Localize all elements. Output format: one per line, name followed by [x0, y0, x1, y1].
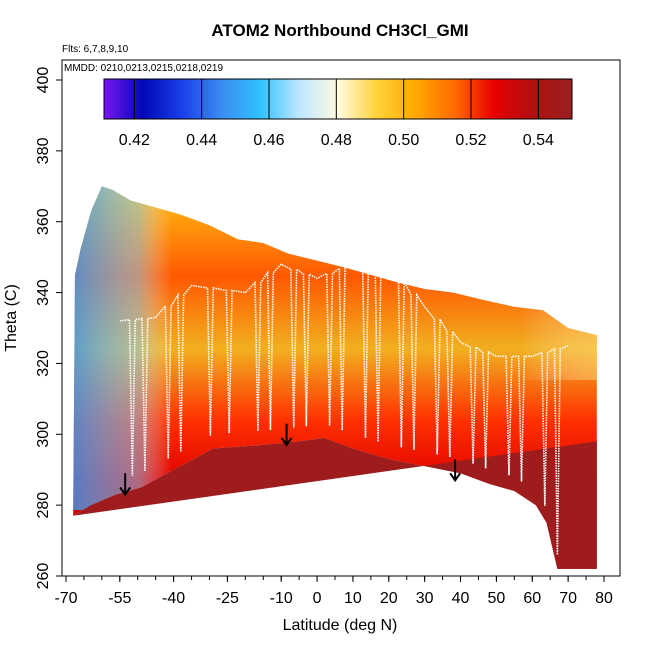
colorbar: 0.42 0.44 0.46 0.48 0.50 0.52 0.54	[103, 78, 573, 149]
x-tick-label: 50	[488, 590, 506, 607]
colorbar-bar	[103, 78, 573, 120]
flight-track	[119, 263, 569, 555]
descent-arrows	[119, 423, 461, 497]
x-tick-label: 70	[559, 590, 577, 607]
y-tick-label: 280	[35, 492, 52, 519]
x-axis-label: Latitude (deg N)	[283, 617, 398, 634]
colorbar-tick-label: 0.42	[119, 132, 150, 149]
y-tick-label: 360	[35, 208, 52, 235]
colorbar-tick-label: 0.50	[388, 132, 419, 149]
colorbar-tick-label: 0.46	[253, 132, 284, 149]
colorbar-tick-label: 0.48	[321, 132, 352, 149]
plot-frame	[61, 59, 621, 577]
field-south-tint	[73, 186, 172, 510]
descent-arrow-head	[449, 472, 461, 483]
x-tick-label: 60	[523, 590, 541, 607]
flights-label: Flts: 6,7,8,9,10	[62, 44, 129, 55]
x-tick-label: 80	[595, 590, 613, 607]
y-tick-label: 340	[35, 279, 52, 306]
x-tick-label: -70	[54, 590, 77, 607]
surface-fill	[73, 437, 597, 569]
descent-arrow-head	[119, 486, 131, 497]
y-tick-label: 320	[35, 350, 52, 377]
descent-arrow-head	[280, 437, 293, 447]
y-axis: 260 280 300 320 340 360 380 400	[35, 67, 62, 590]
x-tick-label: 10	[344, 590, 362, 607]
colorbar-ticks: 0.42 0.44 0.46 0.48 0.50 0.52 0.54	[119, 79, 554, 149]
x-tick-label: 40	[452, 590, 470, 607]
x-axis: -70 -55 -40 -25 -10 0 10 20 30 40 50 60 70 80	[54, 576, 613, 607]
colorbar-tick-label: 0.44	[186, 132, 217, 149]
x-tick-label: 0	[313, 590, 322, 607]
dates-label: MMDD: 0210,0213,0215,0218,0219	[64, 63, 223, 74]
flight-track-line	[119, 263, 569, 555]
colorbar-tick-label: 0.54	[523, 132, 554, 149]
x-tick-label: -10	[270, 590, 293, 607]
y-axis-label: Theta (C)	[3, 284, 20, 352]
x-tick-label: -25	[216, 590, 239, 607]
colorbar-tick-label: 0.52	[455, 132, 486, 149]
y-tick-label: 300	[35, 421, 52, 448]
x-tick-label: 20	[380, 590, 398, 607]
x-tick-label: -55	[108, 590, 131, 607]
x-tick-label: -40	[162, 590, 185, 607]
y-tick-label: 400	[35, 67, 52, 94]
y-tick-label: 260	[35, 563, 52, 590]
y-tick-label: 380	[35, 137, 52, 164]
chart-title: ATOM2 Northbound CH3Cl_GMI	[211, 21, 468, 40]
x-tick-label: 30	[416, 590, 434, 607]
